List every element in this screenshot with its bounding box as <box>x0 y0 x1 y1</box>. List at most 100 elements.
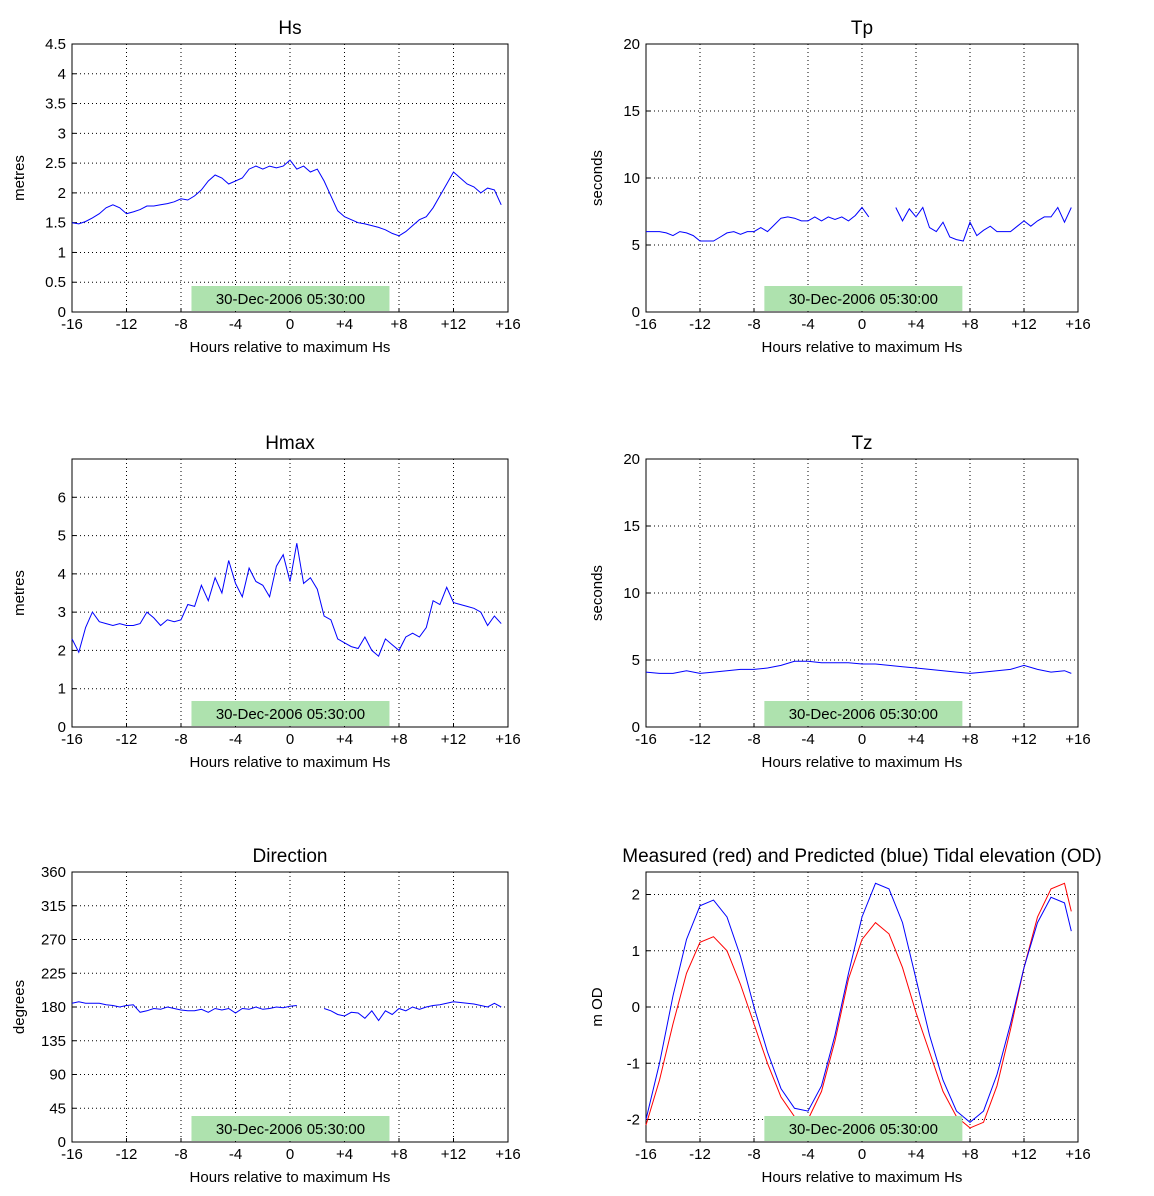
x-tick-label: +8 <box>961 316 978 333</box>
x-tick-label: +4 <box>907 1146 924 1163</box>
chart-1: -16 -12 -8 -4 0 +4 +8 +12 +16 0 5 10 15 20 30-Dec-2006… <box>589 18 1091 356</box>
y-axis-label: degrees <box>11 980 28 1034</box>
y-tick-label: 270 <box>41 932 66 949</box>
x-tick-label: +4 <box>907 316 924 333</box>
date-annotation: 30-Dec-2006 05:30:00 <box>216 1121 365 1138</box>
y-axis-label: metres <box>11 570 28 616</box>
x-tick-label: -16 <box>61 316 83 333</box>
x-axis-label: Hours relative to maximum Hs <box>190 754 391 771</box>
y-tick-label: 15 <box>623 103 640 120</box>
x-tick-label: +4 <box>336 731 353 748</box>
x-tick-label: +4 <box>336 1146 353 1163</box>
axes-box <box>71 43 509 313</box>
x-tick-label: 0 <box>858 1146 866 1163</box>
x-tick-label: -4 <box>801 316 814 333</box>
y-axis-label: metres <box>11 155 28 201</box>
series-line-1 <box>323 1001 502 1022</box>
y-tick-label: 0 <box>58 304 66 321</box>
x-tick-label: -4 <box>801 1146 814 1163</box>
x-tick-label: +16 <box>495 316 520 333</box>
x-tick-label: -8 <box>174 1146 187 1163</box>
y-tick-label: 20 <box>623 451 640 468</box>
date-annotation-box <box>191 286 390 311</box>
y-tick-label: 2 <box>58 185 66 202</box>
series-line-0 <box>646 206 870 242</box>
series-line-0 <box>645 660 1072 674</box>
x-tick-label: +12 <box>1011 731 1036 748</box>
date-annotation-box <box>191 701 390 726</box>
x-tick-label: -8 <box>174 316 187 333</box>
x-tick-label: +16 <box>495 1146 520 1163</box>
y-tick-label: 3 <box>58 125 66 142</box>
y-tick-label: 5 <box>632 652 640 669</box>
x-tick-label: -8 <box>747 731 760 748</box>
axes-box <box>71 458 509 728</box>
x-tick-label: 0 <box>286 731 294 748</box>
y-tick-label: -2 <box>627 1112 640 1129</box>
x-tick-label: -12 <box>116 1146 138 1163</box>
y-tick-label: 4 <box>58 66 66 83</box>
x-tick-label: -16 <box>635 316 657 333</box>
y-tick-label: 1 <box>632 943 640 960</box>
chart-2: -16 -12 -8 -4 0 +4 +8 +12 +16 0 1 2 3 4 5 6 30-Dec-2006 … <box>11 433 521 771</box>
y-tick-label: 2.5 <box>45 155 66 172</box>
chart-title: Direction <box>253 846 328 867</box>
series-line-0 <box>71 543 502 658</box>
y-tick-label: 10 <box>623 585 640 602</box>
x-axis-label: Hours relative to maximum Hs <box>190 1169 391 1186</box>
x-tick-label: +4 <box>336 316 353 333</box>
x-tick-label: -4 <box>229 1146 242 1163</box>
date-annotation-box <box>764 701 963 726</box>
chart-0: -16 -12 -8 -4 0 +4 +8 +12 +16 0 0.5 1 1.5 2 2.5 3 3.5 4 4.… <box>11 18 521 356</box>
date-annotation: 30-Dec-2006 05:30:00 <box>789 1121 938 1138</box>
x-tick-label: -12 <box>116 731 138 748</box>
y-axis-label: seconds <box>589 565 606 621</box>
x-tick-label: 0 <box>286 1146 294 1163</box>
series-line-1 <box>645 882 1072 1123</box>
chart-title: Tp <box>851 18 873 39</box>
date-annotation: 30-Dec-2006 05:30:00 <box>789 291 938 308</box>
y-tick-label: 1 <box>58 244 66 261</box>
axes-box <box>645 871 1079 1143</box>
x-tick-label: -16 <box>61 1146 83 1163</box>
x-tick-label: 0 <box>858 731 866 748</box>
y-tick-label: 180 <box>41 999 66 1016</box>
x-tick-label: -12 <box>689 731 711 748</box>
x-tick-label: -12 <box>689 316 711 333</box>
series-line-0 <box>71 159 502 237</box>
date-annotation: 30-Dec-2006 05:30:00 <box>216 706 365 723</box>
x-tick-label: -8 <box>747 316 760 333</box>
y-tick-label: 135 <box>41 1033 66 1050</box>
chart-title: Hmax <box>265 433 315 454</box>
date-annotation: 30-Dec-2006 05:30:00 <box>789 706 938 723</box>
x-tick-label: +8 <box>961 1146 978 1163</box>
chart-4: -16 -12 -8 -4 0 +4 +8 +12 +16 0 45 90 135 180 225 270 31… <box>11 846 521 1186</box>
y-tick-label: 0 <box>632 999 640 1016</box>
y-tick-label: 3 <box>58 604 66 621</box>
x-axis-label: Hours relative to maximum Hs <box>762 754 963 771</box>
x-tick-label: -16 <box>635 1146 657 1163</box>
x-tick-label: -8 <box>747 1146 760 1163</box>
y-tick-label: 4.5 <box>45 36 66 53</box>
y-tick-label: 20 <box>623 36 640 53</box>
y-axis-label: m OD <box>589 987 606 1026</box>
y-tick-label: 0 <box>632 719 640 736</box>
y-tick-label: 5 <box>632 237 640 254</box>
x-tick-label: -12 <box>689 1146 711 1163</box>
x-tick-label: +16 <box>495 731 520 748</box>
y-tick-label: 90 <box>49 1067 66 1084</box>
series-line-0 <box>645 882 1072 1129</box>
y-tick-label: 225 <box>41 965 66 982</box>
x-tick-label: +4 <box>907 731 924 748</box>
x-tick-label: 0 <box>858 316 866 333</box>
x-axis-label: Hours relative to maximum Hs <box>762 339 963 356</box>
x-tick-label: +16 <box>1065 1146 1090 1163</box>
x-tick-label: 0 <box>286 316 294 333</box>
date-annotation-box <box>191 1116 390 1141</box>
y-tick-label: 0 <box>58 1134 66 1151</box>
chart-5: -16 -12 -8 -4 0 +4 +8 +12 +16 -2 -1 0 1 2 30-Dec-2006 … <box>589 846 1102 1186</box>
x-tick-label: -4 <box>229 731 242 748</box>
x-tick-label: -16 <box>635 731 657 748</box>
x-tick-label: +16 <box>1065 316 1090 333</box>
